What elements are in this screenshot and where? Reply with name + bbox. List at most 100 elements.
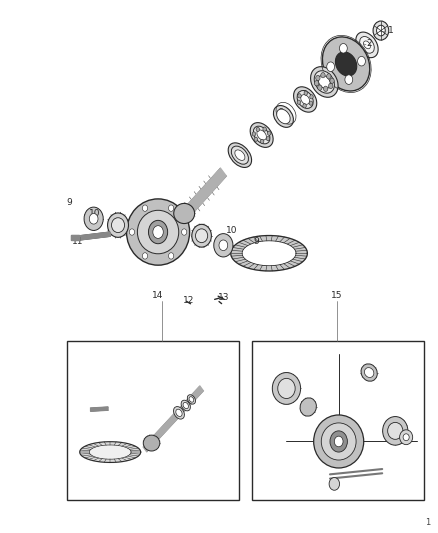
Circle shape <box>263 127 266 131</box>
Ellipse shape <box>301 95 310 104</box>
Ellipse shape <box>254 126 270 144</box>
Text: 1: 1 <box>388 26 394 35</box>
Circle shape <box>169 205 174 212</box>
Ellipse shape <box>138 211 179 254</box>
Text: 3: 3 <box>343 55 348 64</box>
Circle shape <box>252 132 256 136</box>
Circle shape <box>377 25 385 36</box>
Circle shape <box>314 80 319 86</box>
Polygon shape <box>173 168 226 229</box>
Ellipse shape <box>108 213 128 237</box>
Circle shape <box>321 72 325 78</box>
Ellipse shape <box>195 229 208 243</box>
Text: 14: 14 <box>152 291 164 300</box>
Text: 15: 15 <box>331 291 342 300</box>
Ellipse shape <box>388 422 403 439</box>
Circle shape <box>327 74 331 79</box>
Ellipse shape <box>231 146 248 164</box>
Circle shape <box>328 83 333 88</box>
Circle shape <box>129 229 134 235</box>
Circle shape <box>254 137 258 141</box>
Ellipse shape <box>250 123 273 148</box>
Ellipse shape <box>127 199 190 265</box>
Polygon shape <box>89 445 131 459</box>
Text: 9: 9 <box>253 237 259 246</box>
Ellipse shape <box>173 407 184 419</box>
Ellipse shape <box>277 109 290 124</box>
Polygon shape <box>242 241 296 266</box>
Ellipse shape <box>321 423 356 460</box>
Circle shape <box>303 104 306 108</box>
Text: 7: 7 <box>255 128 261 138</box>
Circle shape <box>142 253 148 259</box>
Circle shape <box>266 136 270 141</box>
Ellipse shape <box>322 37 370 91</box>
Circle shape <box>148 220 168 244</box>
Text: 6: 6 <box>277 108 283 117</box>
Text: 1: 1 <box>425 519 430 527</box>
Polygon shape <box>71 235 79 240</box>
Circle shape <box>219 240 228 251</box>
Text: 4: 4 <box>321 74 326 83</box>
Text: 2: 2 <box>366 39 372 49</box>
Polygon shape <box>91 407 108 411</box>
Bar <box>67 341 239 500</box>
Text: 10: 10 <box>89 209 101 218</box>
Circle shape <box>357 56 365 66</box>
Ellipse shape <box>300 398 316 416</box>
Ellipse shape <box>143 435 160 451</box>
Ellipse shape <box>356 32 378 58</box>
Circle shape <box>142 205 148 212</box>
Circle shape <box>260 139 264 143</box>
Ellipse shape <box>112 217 124 232</box>
Polygon shape <box>231 236 307 271</box>
Ellipse shape <box>187 395 195 404</box>
Ellipse shape <box>336 52 357 76</box>
Circle shape <box>318 85 322 90</box>
Text: 9: 9 <box>66 198 72 207</box>
Bar <box>252 341 424 500</box>
Circle shape <box>169 253 174 259</box>
Text: 11: 11 <box>72 237 83 246</box>
Ellipse shape <box>297 91 313 108</box>
Ellipse shape <box>228 143 251 167</box>
Circle shape <box>324 86 328 92</box>
Circle shape <box>345 75 353 84</box>
Circle shape <box>153 225 163 238</box>
Text: 5: 5 <box>301 90 307 99</box>
Ellipse shape <box>311 67 338 98</box>
Ellipse shape <box>403 434 409 441</box>
Polygon shape <box>80 442 141 463</box>
Ellipse shape <box>183 402 188 409</box>
Circle shape <box>304 91 307 95</box>
Ellipse shape <box>314 415 364 468</box>
Ellipse shape <box>314 71 335 93</box>
Ellipse shape <box>399 430 413 445</box>
Circle shape <box>327 62 335 71</box>
Ellipse shape <box>278 378 295 399</box>
Ellipse shape <box>257 130 266 140</box>
Polygon shape <box>143 386 203 452</box>
Text: 12: 12 <box>183 296 194 305</box>
Circle shape <box>334 436 343 447</box>
Ellipse shape <box>293 87 317 112</box>
Ellipse shape <box>181 400 191 411</box>
Text: 13: 13 <box>218 293 229 302</box>
Circle shape <box>182 229 187 235</box>
Circle shape <box>309 101 313 105</box>
Circle shape <box>339 44 347 53</box>
Ellipse shape <box>360 37 374 53</box>
Circle shape <box>297 100 300 104</box>
Ellipse shape <box>318 75 330 88</box>
Circle shape <box>329 478 339 490</box>
Polygon shape <box>75 232 110 240</box>
Circle shape <box>256 127 260 132</box>
Text: 8: 8 <box>233 150 239 159</box>
Ellipse shape <box>235 150 245 160</box>
Circle shape <box>298 94 301 98</box>
Ellipse shape <box>364 368 374 377</box>
Ellipse shape <box>174 204 194 223</box>
Ellipse shape <box>176 409 182 416</box>
Circle shape <box>89 214 98 224</box>
Ellipse shape <box>364 41 371 49</box>
